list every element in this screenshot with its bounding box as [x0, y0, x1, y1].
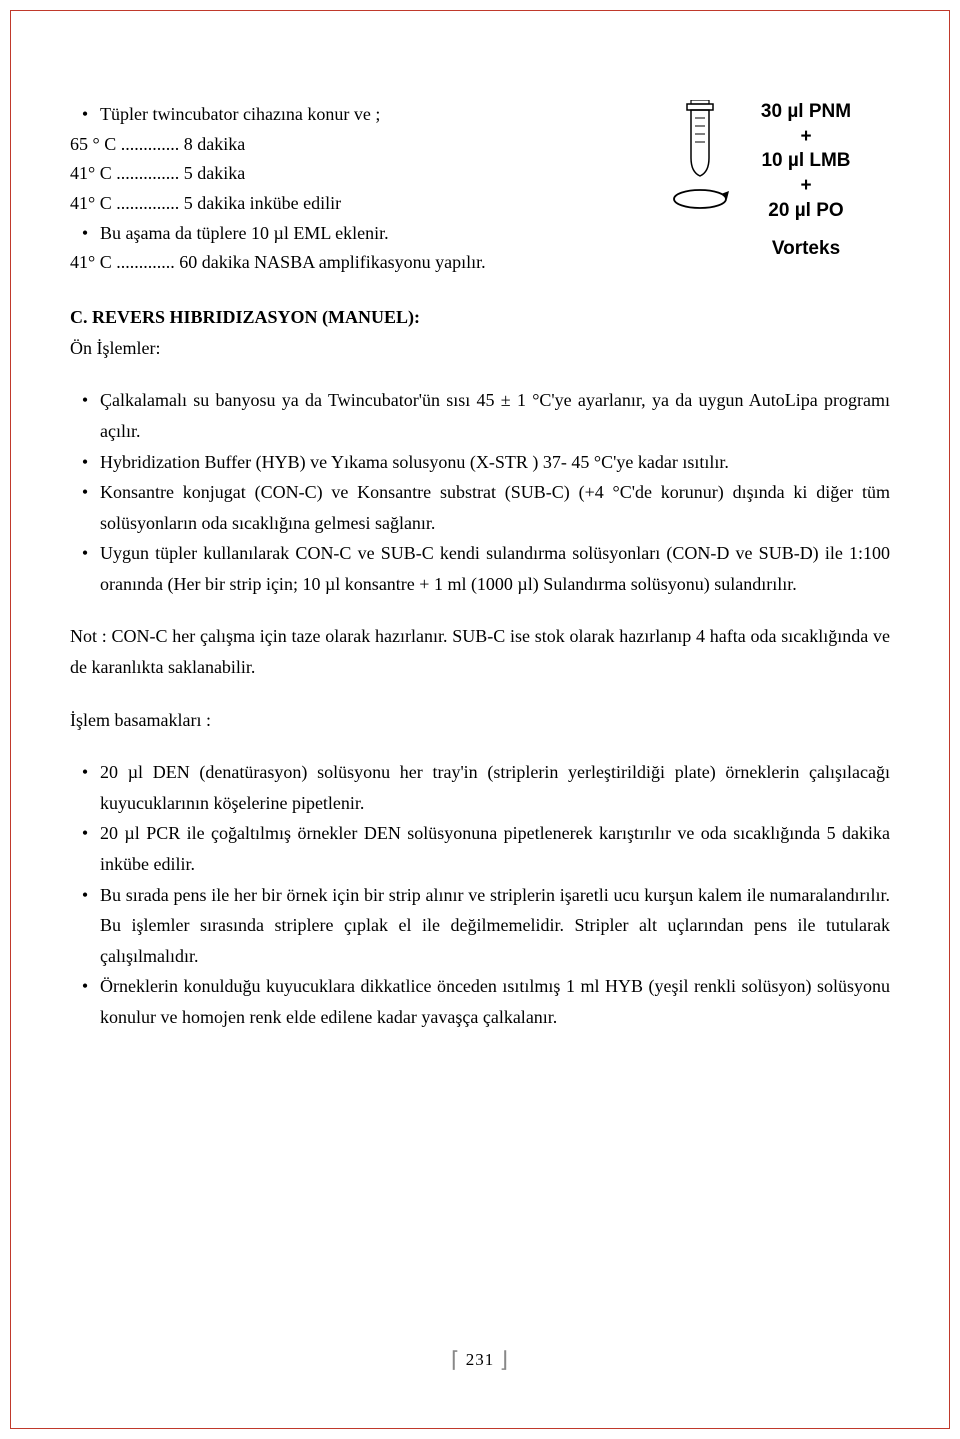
bracket-right: ⌋ — [500, 1347, 510, 1372]
recipe-line3: 20 µl PO — [761, 199, 851, 224]
bullet-b4: Örneklerin konulduğu kuyucuklara dikkatl… — [70, 971, 890, 1032]
swirl-icon — [669, 186, 731, 212]
intro-line-3: 41° C .............. 5 dakika — [70, 159, 610, 189]
tube-swirl-icons — [669, 100, 731, 212]
bullet-b3: Bu sırada pens ile her bir örnek için bi… — [70, 880, 890, 972]
intro-line-5: Bu aşama da tüplere 10 µl EML eklenir. — [70, 219, 610, 249]
recipe-panel: 30 µl PNM + 10 µl LMB + 20 µl PO Vorteks — [630, 100, 890, 278]
recipe-plus2: + — [761, 174, 851, 199]
recipe-line2: 10 µl LMB — [761, 149, 851, 174]
recipe-plus1: + — [761, 125, 851, 150]
bracket-left: ⌈ — [451, 1347, 461, 1372]
intro-line-2: 65 ° C ............. 8 dakika — [70, 130, 610, 160]
bullet-a2: Hybridization Buffer (HYB) ve Yıkama sol… — [70, 447, 890, 478]
bullet-b2: 20 µl PCR ile çoğaltılmış örnekler DEN s… — [70, 818, 890, 879]
intro-line-4: 41° C .............. 5 dakika inkübe edi… — [70, 189, 610, 219]
tube-icon — [681, 100, 719, 178]
section-c-title: C. REVERS HIBRIDIZASYON (MANUEL): — [70, 302, 890, 333]
body-text: C. REVERS HIBRIDIZASYON (MANUEL): Ön İşl… — [70, 302, 890, 1032]
bullet-a1: Çalkalamalı su banyosu ya da Twincubator… — [70, 385, 890, 446]
icon-row: 30 µl PNM + 10 µl LMB + 20 µl PO Vorteks — [630, 100, 890, 262]
page-number: ⌈ 231 ⌋ — [451, 1345, 509, 1371]
page-content: Tüpler twincubator cihazına konur ve ; 6… — [70, 70, 890, 1389]
intro-text: Tüpler twincubator cihazına konur ve ; 6… — [70, 100, 610, 278]
bullets-b: 20 µl DEN (denatürasyon) solüsyonu her t… — [70, 757, 890, 1032]
recipe-vortex: Vorteks — [761, 237, 851, 262]
top-section: Tüpler twincubator cihazına konur ve ; 6… — [70, 100, 890, 278]
note-block: Not : CON-C her çalışma için taze olarak… — [70, 621, 890, 682]
intro-line-6: 41° C ............. 60 dakika NASBA ampl… — [70, 248, 610, 278]
intro-line-1: Tüpler twincubator cihazına konur ve ; — [70, 100, 610, 130]
page-number-value: 231 — [466, 1350, 495, 1369]
bullet-b1: 20 µl DEN (denatürasyon) solüsyonu her t… — [70, 757, 890, 818]
steps-title: İşlem basamakları : — [70, 705, 890, 736]
recipe-text: 30 µl PNM + 10 µl LMB + 20 µl PO Vorteks — [761, 100, 851, 262]
bullet-a3: Konsantre konjugat (CON-C) ve Konsantre … — [70, 477, 890, 538]
section-c-sub: Ön İşlemler: — [70, 333, 890, 364]
recipe-line1: 30 µl PNM — [761, 100, 851, 125]
bullets-a: Çalkalamalı su banyosu ya da Twincubator… — [70, 385, 890, 599]
bullet-a4: Uygun tüpler kullanılarak CON-C ve SUB-C… — [70, 538, 890, 599]
